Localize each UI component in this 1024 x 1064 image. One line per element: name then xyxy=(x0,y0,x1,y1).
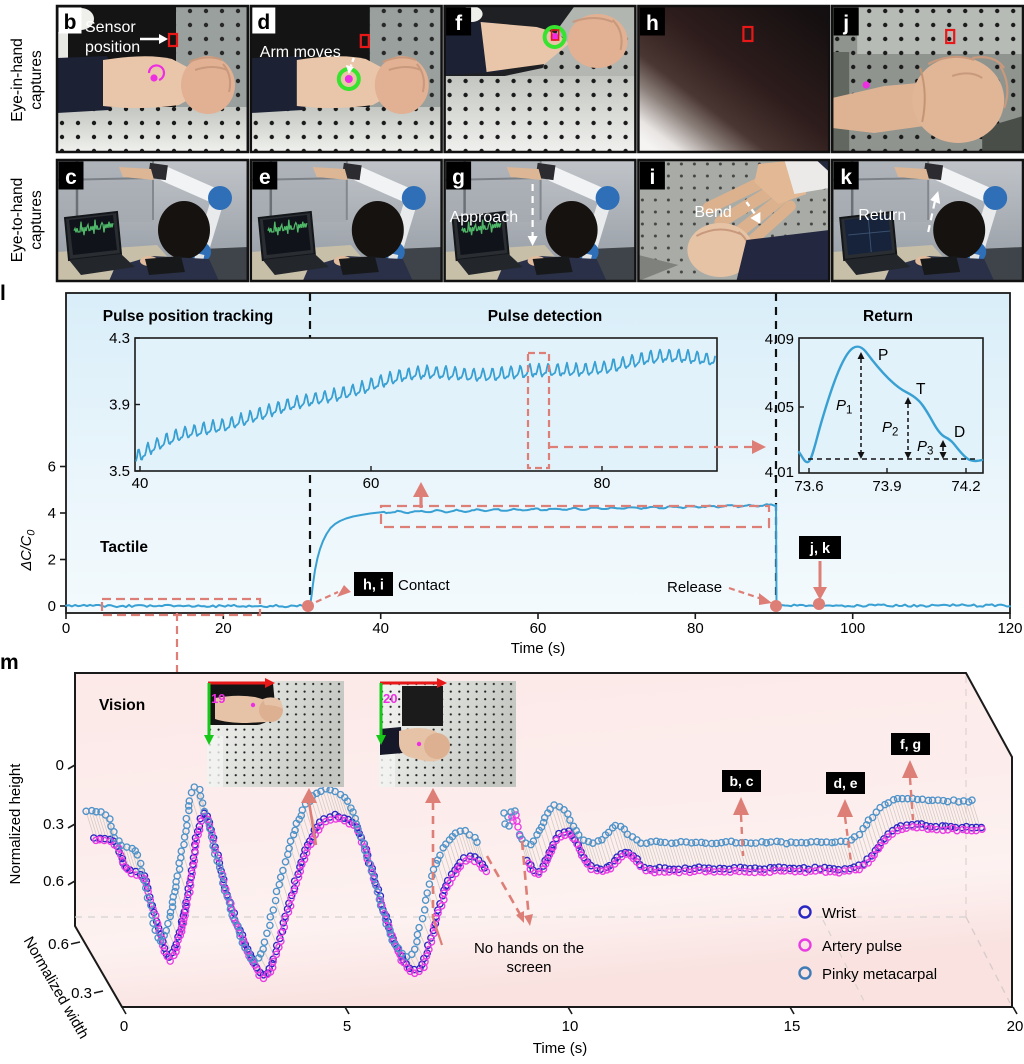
svg-text:0: 0 xyxy=(56,757,64,774)
svg-text:Sensor: Sensor xyxy=(85,19,136,36)
svg-text:Time (s): Time (s) xyxy=(533,1040,587,1057)
svg-text:3.9: 3.9 xyxy=(109,397,130,414)
svg-text:Time (s): Time (s) xyxy=(511,640,565,657)
svg-text:120: 120 xyxy=(997,620,1022,637)
svg-text:P: P xyxy=(878,347,888,364)
svg-text:Bend: Bend xyxy=(694,204,731,221)
svg-text:60: 60 xyxy=(530,620,547,637)
svg-text:10: 10 xyxy=(562,1018,579,1035)
svg-text:T: T xyxy=(916,381,926,398)
svg-text:3.5: 3.5 xyxy=(109,463,130,480)
svg-text:position: position xyxy=(85,39,140,56)
svg-text:Release: Release xyxy=(667,579,722,596)
svg-text:60: 60 xyxy=(363,475,380,492)
svg-text:2: 2 xyxy=(48,552,56,569)
svg-text:20: 20 xyxy=(1007,1018,1024,1035)
svg-text:4.05: 4.05 xyxy=(765,399,794,416)
svg-text:f, g: f, g xyxy=(900,736,921,752)
svg-text:15: 15 xyxy=(784,1018,801,1035)
svg-text:Artery pulse: Artery pulse xyxy=(822,938,902,955)
svg-text:Wrist: Wrist xyxy=(822,905,857,922)
svg-text:20: 20 xyxy=(215,620,232,637)
svg-text:Pulse detection: Pulse detection xyxy=(488,308,603,325)
svg-text:Pulse position tracking: Pulse position tracking xyxy=(103,308,274,325)
svg-text:0.6: 0.6 xyxy=(48,936,69,953)
svg-text:4: 4 xyxy=(48,505,56,522)
svg-text:19: 19 xyxy=(211,691,225,706)
svg-text:e: e xyxy=(259,166,271,189)
svg-text:40: 40 xyxy=(132,475,149,492)
svg-text:74.2: 74.2 xyxy=(951,478,980,495)
svg-text:i: i xyxy=(649,166,655,189)
svg-text:d: d xyxy=(257,11,270,34)
svg-text:4.09: 4.09 xyxy=(765,331,794,348)
svg-text:m: m xyxy=(0,651,19,674)
svg-text:40: 40 xyxy=(372,620,389,637)
svg-text:l: l xyxy=(0,282,6,305)
svg-text:73.6: 73.6 xyxy=(794,478,823,495)
svg-text:ΔC/C0: ΔC/C0 xyxy=(19,529,38,572)
svg-text:Return: Return xyxy=(863,308,913,325)
svg-text:0.3: 0.3 xyxy=(71,985,92,1002)
svg-text:5: 5 xyxy=(343,1018,351,1035)
svg-text:80: 80 xyxy=(594,475,611,492)
svg-text:Tactile: Tactile xyxy=(100,539,148,556)
svg-text:4.01: 4.01 xyxy=(765,464,794,481)
svg-text:Arm moves: Arm moves xyxy=(260,44,341,61)
svg-text:g: g xyxy=(452,166,465,189)
svg-text:c: c xyxy=(65,166,77,189)
svg-text:h, i: h, i xyxy=(363,578,384,594)
svg-text:Eye-to-hand: Eye-to-hand xyxy=(9,178,26,262)
svg-text:Contact: Contact xyxy=(398,577,451,594)
svg-text:4.3: 4.3 xyxy=(109,330,130,347)
svg-text:Pinky metacarpal: Pinky metacarpal xyxy=(822,966,937,983)
svg-text:20: 20 xyxy=(383,691,397,706)
svg-text:D: D xyxy=(954,424,965,441)
svg-text:0: 0 xyxy=(62,620,70,637)
svg-text:No hands on the: No hands on the xyxy=(474,940,584,957)
svg-text:0.6: 0.6 xyxy=(43,873,64,890)
svg-text:Approach: Approach xyxy=(450,209,518,226)
svg-text:b, c: b, c xyxy=(729,773,753,789)
svg-text:j: j xyxy=(842,12,849,35)
svg-text:screen: screen xyxy=(506,959,551,976)
svg-text:Eye-in-hand: Eye-in-hand xyxy=(9,38,26,122)
svg-text:Return: Return xyxy=(858,207,906,224)
svg-text:73.9: 73.9 xyxy=(872,478,901,495)
svg-text:80: 80 xyxy=(687,620,704,637)
svg-text:f: f xyxy=(455,12,463,35)
svg-text:k: k xyxy=(840,166,852,189)
svg-text:j, k: j, k xyxy=(809,541,831,557)
svg-text:6: 6 xyxy=(48,459,56,476)
svg-text:100: 100 xyxy=(840,620,865,637)
svg-text:captures: captures xyxy=(28,50,45,110)
svg-text:0: 0 xyxy=(48,598,56,615)
svg-text:captures: captures xyxy=(28,190,45,250)
svg-text:0.3: 0.3 xyxy=(43,816,64,833)
svg-text:Vision: Vision xyxy=(99,697,145,714)
svg-text:h: h xyxy=(646,12,659,35)
svg-text:d, e: d, e xyxy=(833,775,857,791)
svg-text:b: b xyxy=(64,11,77,34)
svg-text:0: 0 xyxy=(120,1018,128,1035)
svg-text:Normalized height: Normalized height xyxy=(7,763,24,885)
